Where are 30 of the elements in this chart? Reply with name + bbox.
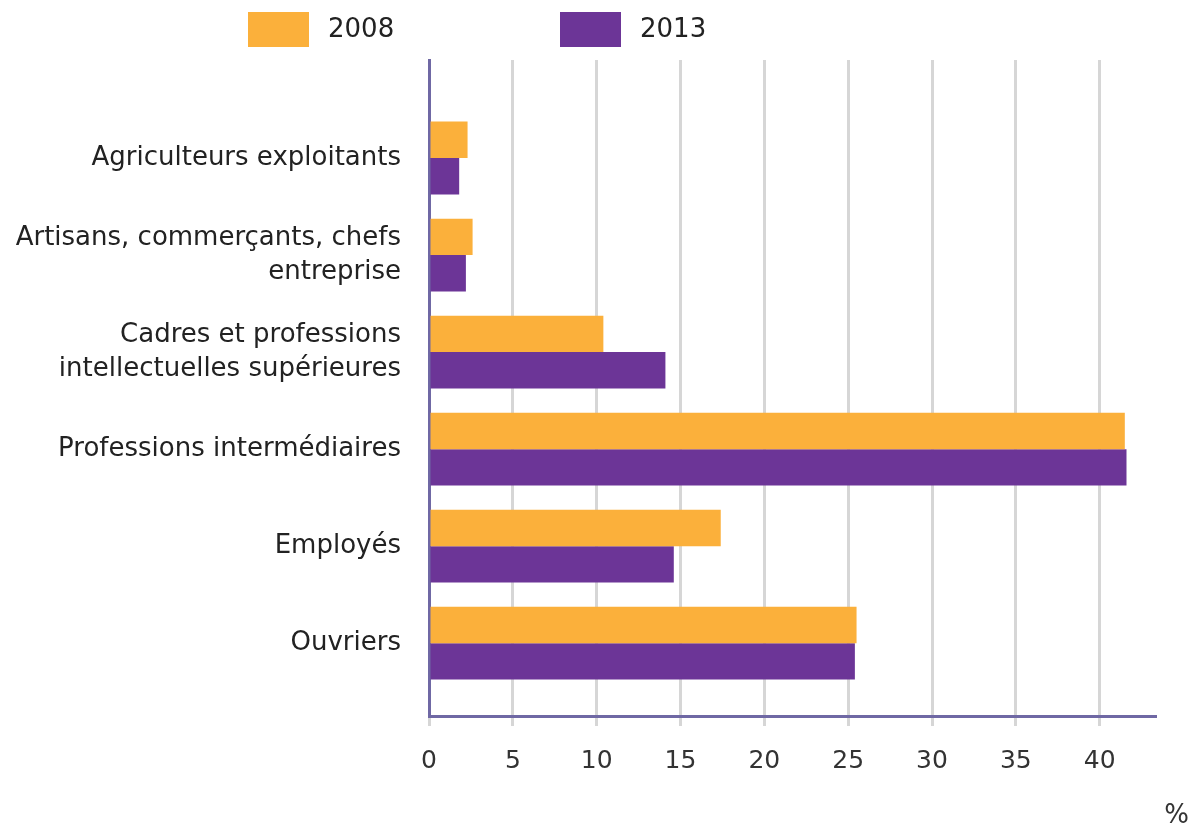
y-tick-label: Cadres et professions intellectuelles supérieures xyxy=(58,317,401,382)
bar xyxy=(430,606,857,644)
x-tick-label: 35 xyxy=(999,744,1032,774)
bar xyxy=(430,218,473,256)
bar xyxy=(430,509,721,547)
x-tick-label: 15 xyxy=(664,744,697,774)
y-tick-label: Ouvriers xyxy=(290,625,401,656)
bar xyxy=(430,643,855,680)
legend-label: 2008 xyxy=(328,12,395,43)
x-tick-label: 10 xyxy=(580,744,613,774)
bar xyxy=(430,412,1125,450)
bar xyxy=(430,315,604,353)
x-tick-label: 40 xyxy=(1083,744,1116,774)
y-tick-label: Employés xyxy=(274,528,401,559)
x-tick-label: 20 xyxy=(748,744,781,774)
y-tick-label: Agriculteurs exploitants xyxy=(91,140,401,171)
legend-label: 2013 xyxy=(640,12,707,43)
bar xyxy=(430,255,466,292)
y-tick-label: Artisans, commerçants, chefs entreprise xyxy=(15,220,401,285)
y-tick-label: Professions intermédiaires xyxy=(58,431,401,462)
x-tick-label: 30 xyxy=(916,744,948,774)
x-axis-title: % xyxy=(1164,798,1189,829)
bar xyxy=(430,449,1127,486)
x-tick-label: 0 xyxy=(421,744,437,774)
bar xyxy=(430,158,460,195)
x-tick-label: 5 xyxy=(504,744,521,774)
bar xyxy=(430,121,468,159)
bar xyxy=(430,352,666,389)
bar xyxy=(430,546,674,583)
x-tick-label: 25 xyxy=(832,744,865,774)
